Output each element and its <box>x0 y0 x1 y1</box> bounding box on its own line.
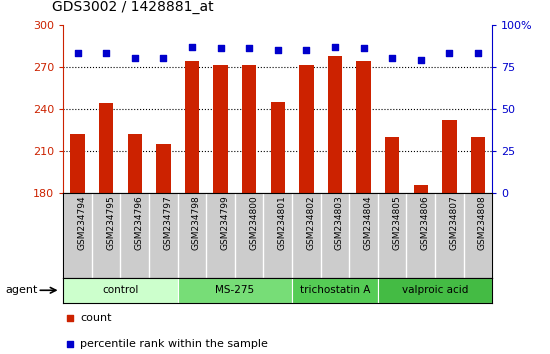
Text: control: control <box>102 285 139 295</box>
Bar <box>385 137 399 193</box>
Bar <box>185 61 199 193</box>
Text: GSM234794: GSM234794 <box>78 195 86 250</box>
Point <box>445 51 454 56</box>
Bar <box>328 56 342 193</box>
Text: GSM234800: GSM234800 <box>249 195 258 250</box>
Point <box>130 56 139 61</box>
FancyBboxPatch shape <box>178 278 292 303</box>
Bar <box>99 103 113 193</box>
Bar <box>242 65 256 193</box>
Text: GSM234798: GSM234798 <box>192 195 201 250</box>
Point <box>388 56 397 61</box>
Text: MS-275: MS-275 <box>215 285 255 295</box>
Text: valproic acid: valproic acid <box>402 285 468 295</box>
Bar <box>70 134 85 193</box>
Text: GSM234808: GSM234808 <box>478 195 487 250</box>
FancyBboxPatch shape <box>292 278 378 303</box>
Point <box>102 51 111 56</box>
Text: GSM234797: GSM234797 <box>163 195 172 250</box>
Bar <box>128 134 142 193</box>
Text: GSM234807: GSM234807 <box>449 195 458 250</box>
Text: agent: agent <box>6 285 38 295</box>
Bar <box>299 65 314 193</box>
Text: GDS3002 / 1428881_at: GDS3002 / 1428881_at <box>52 0 214 14</box>
Text: GSM234795: GSM234795 <box>106 195 115 250</box>
Bar <box>271 102 285 193</box>
Text: GSM234799: GSM234799 <box>221 195 229 250</box>
Text: GSM234802: GSM234802 <box>306 195 315 250</box>
Point <box>416 57 425 63</box>
Text: GSM234806: GSM234806 <box>421 195 430 250</box>
FancyBboxPatch shape <box>63 278 178 303</box>
Point <box>273 47 282 53</box>
Point <box>159 56 168 61</box>
Text: GSM234796: GSM234796 <box>135 195 144 250</box>
Point <box>65 341 74 347</box>
Point <box>73 51 82 56</box>
Text: percentile rank within the sample: percentile rank within the sample <box>80 339 268 349</box>
Bar <box>356 61 371 193</box>
Text: GSM234803: GSM234803 <box>335 195 344 250</box>
Text: count: count <box>80 313 112 323</box>
Point <box>216 45 225 51</box>
Point <box>359 45 368 51</box>
Bar <box>156 144 170 193</box>
FancyBboxPatch shape <box>378 278 492 303</box>
Bar <box>213 65 228 193</box>
Point <box>474 51 482 56</box>
Bar <box>414 184 428 193</box>
Bar <box>442 120 456 193</box>
Text: GSM234804: GSM234804 <box>364 195 372 250</box>
Point <box>65 315 74 321</box>
Point <box>245 45 254 51</box>
Text: trichostatin A: trichostatin A <box>300 285 370 295</box>
Text: GSM234801: GSM234801 <box>278 195 287 250</box>
Point <box>188 44 196 50</box>
Point <box>331 44 339 50</box>
Text: GSM234805: GSM234805 <box>392 195 401 250</box>
Point <box>302 47 311 53</box>
Bar <box>471 137 485 193</box>
